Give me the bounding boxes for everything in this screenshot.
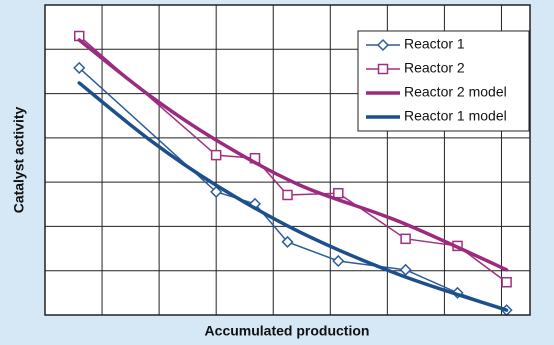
legend-box <box>357 30 530 132</box>
legend-label: Reactor 2 <box>404 60 465 76</box>
marker <box>281 235 294 248</box>
marker <box>332 254 345 268</box>
legend-label: Reactor 1 model <box>404 108 507 124</box>
marker <box>210 149 222 161</box>
x-axis-label: Accumulated production <box>205 323 370 339</box>
series-line <box>78 67 508 311</box>
model-line <box>77 81 509 312</box>
marker <box>210 185 223 198</box>
marker <box>333 187 344 199</box>
plot-border <box>44 4 531 316</box>
legend-marker <box>376 38 390 52</box>
model-line <box>77 38 509 272</box>
legend-marker <box>377 63 389 75</box>
marker <box>73 61 86 74</box>
marker <box>282 189 293 201</box>
legend-label: Reactor 1 <box>404 36 465 52</box>
marker <box>501 276 512 288</box>
marker <box>399 263 412 276</box>
marker <box>400 233 411 245</box>
y-axis-label: Catalyst activity <box>11 106 27 213</box>
legend-label: Reactor 2 model <box>404 84 507 100</box>
